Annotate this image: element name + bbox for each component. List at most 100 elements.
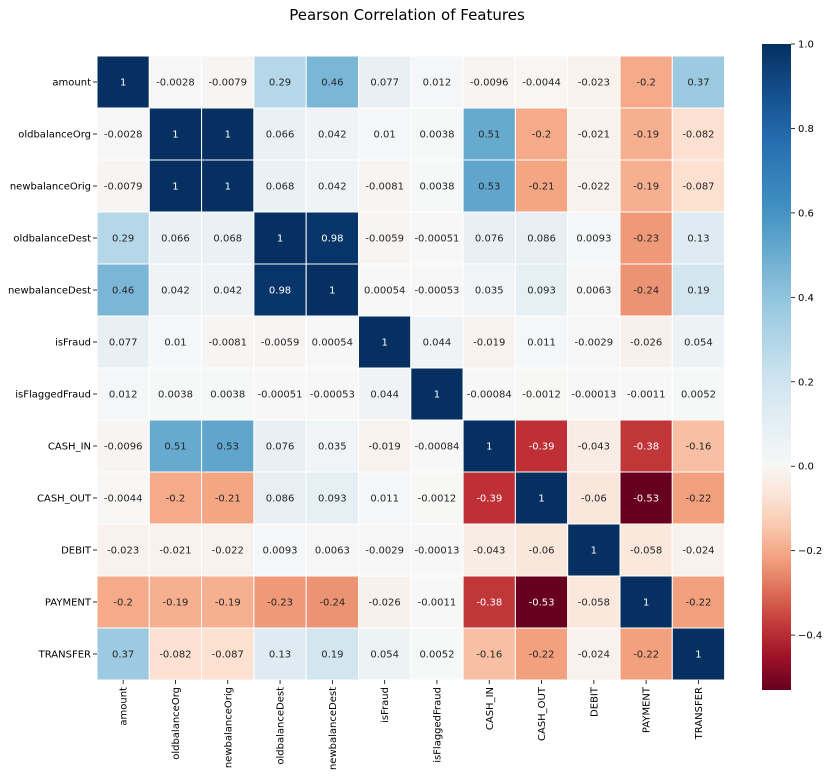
cell-value-label: 0.01	[164, 338, 186, 349]
cell-value-label: -0.21	[215, 494, 241, 505]
heatmap-cell	[201, 627, 255, 681]
cell-value-label: 0.0093	[263, 546, 298, 557]
heatmap-cell	[305, 263, 360, 317]
heatmap-cell	[253, 159, 307, 213]
cell-value-label: 0.054	[684, 338, 713, 349]
cell-value-label: -0.38	[633, 442, 659, 453]
column-labels: amount oldbalanceOrg newbalanceOrig oldbala…	[119, 680, 705, 770]
heatmap-cell	[358, 627, 412, 681]
cell-value-label: 1	[120, 78, 126, 89]
heatmap-cell	[358, 211, 412, 265]
cell-value-label: 0.0038	[158, 390, 193, 401]
heatmap-cell	[671, 211, 726, 265]
cell-value-label: -0.16	[476, 650, 502, 661]
row-tick-label: newbalanceDest	[8, 286, 91, 297]
cell-value-label: 0.00054	[312, 338, 353, 349]
heatmap-cell	[201, 367, 255, 421]
heatmap-cell	[410, 211, 464, 265]
cell-value-label: 1	[486, 442, 492, 453]
heatmap-cell	[96, 315, 150, 369]
cell-value-label: 0.46	[321, 78, 343, 89]
cell-value-label: -0.0096	[104, 442, 143, 453]
cell-value-label: -0.0029	[365, 546, 404, 557]
heatmap-cell	[671, 159, 726, 213]
cell-value-label: -0.06	[581, 494, 607, 505]
heatmap-cell	[462, 315, 516, 369]
cell-value-label: 0.0052	[419, 650, 454, 661]
cell-value-label: -0.0044	[522, 78, 561, 89]
cell-value-label: -0.22	[686, 598, 712, 609]
cell-value-label: -0.0081	[365, 182, 404, 193]
cell-value-label: 0.29	[112, 234, 134, 245]
cell-value-label: -0.2	[532, 130, 552, 141]
cell-value-label: 0.0038	[419, 130, 454, 141]
row-tick-label: isFraud	[55, 338, 91, 349]
cell-value-label: -0.0011	[418, 598, 457, 609]
column-tick-label: newbalanceOrig	[223, 687, 234, 768]
colorbar-tick-label: −0.2	[798, 546, 822, 557]
cell-value-label: -0.026	[369, 598, 401, 609]
cell-value-label: -0.16	[686, 442, 712, 453]
cell-value-label: -0.0028	[104, 130, 143, 141]
heatmap-cell	[201, 263, 255, 317]
cell-value-label: -0.2	[166, 494, 186, 505]
cell-value-label: 0.093	[318, 494, 347, 505]
cell-value-label: 1	[643, 598, 649, 609]
cell-value-label: 0.0063	[315, 546, 350, 557]
cell-value-label: -0.0079	[104, 182, 143, 193]
heatmap-cell	[410, 107, 464, 161]
cell-value-label: -0.026	[630, 338, 662, 349]
heatmap-cell	[619, 471, 673, 525]
cell-value-label: 1	[329, 286, 335, 297]
cell-value-label: -0.22	[633, 650, 659, 661]
heatmap-cell	[148, 471, 203, 525]
heatmap-cell	[96, 419, 150, 473]
heatmap-cell	[514, 107, 569, 161]
cell-value-label: 0.0038	[210, 390, 245, 401]
cell-value-label: -0.087	[682, 182, 714, 193]
cell-value-label: 1	[225, 130, 231, 141]
cell-value-label: 0.011	[527, 338, 556, 349]
heatmap-cell	[201, 159, 255, 213]
colorbar-tick-label: −0.4	[798, 631, 822, 642]
cell-value-label: -0.0029	[575, 338, 614, 349]
cell-value-label: -0.00084	[467, 390, 512, 401]
heatmap-cell	[148, 55, 203, 109]
heatmap-cell	[201, 419, 255, 473]
heatmap-cell	[96, 471, 150, 525]
heatmap-cell	[567, 315, 621, 369]
heatmap-cell	[410, 627, 464, 681]
heatmap-cell	[253, 575, 307, 629]
heatmap-cell	[619, 107, 673, 161]
column-tick-label: oldbalanceOrg	[171, 687, 182, 760]
heatmap-cell	[567, 367, 621, 421]
cell-value-label: -0.0079	[208, 78, 247, 89]
heatmap-cell	[619, 419, 673, 473]
cell-value-label: 0.035	[318, 442, 347, 453]
heatmap-cell	[253, 471, 307, 525]
cell-value-label: -0.022	[212, 546, 244, 557]
cell-value-label: 0.044	[370, 390, 399, 401]
heatmap-cell	[96, 575, 150, 629]
row-tick-label: CASH_IN	[48, 442, 91, 453]
cell-value-label: -0.082	[159, 650, 191, 661]
heatmap-cell	[305, 367, 360, 421]
heatmap-cell	[358, 575, 412, 629]
cell-value-label: 0.98	[321, 234, 343, 245]
cell-value-label: 0.0052	[681, 390, 716, 401]
row-tick-label: oldbalanceOrg	[18, 130, 91, 141]
heatmap-cell	[96, 159, 150, 213]
heatmap-cell	[619, 627, 673, 681]
heatmap-cell	[410, 315, 464, 369]
row-tick-label: CASH_OUT	[37, 494, 92, 505]
heatmap-cell	[619, 523, 673, 577]
heatmap-cell	[671, 471, 726, 525]
cell-value-label: 1	[434, 390, 440, 401]
cell-value-label: 0.068	[266, 182, 295, 193]
heatmap-cell	[201, 211, 255, 265]
heatmap-cell	[462, 575, 516, 629]
heatmap-cell	[358, 367, 412, 421]
column-tick-label: CASH_IN	[485, 687, 496, 730]
colorbar-gradient	[762, 44, 791, 690]
cell-value-label: 0.51	[478, 130, 500, 141]
